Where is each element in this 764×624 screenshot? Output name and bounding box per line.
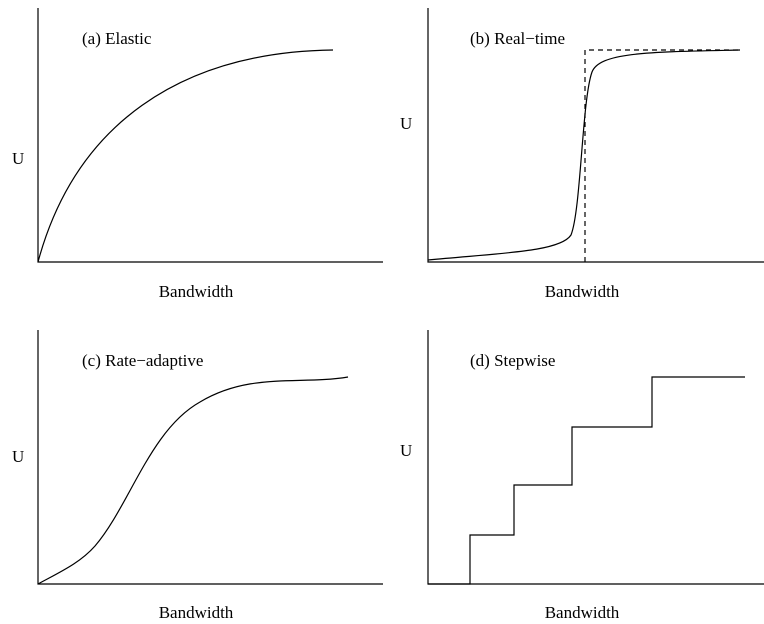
y-label: U <box>12 149 24 168</box>
panel-c: (c) Rate−adaptive U Bandwidth <box>12 330 383 622</box>
axes <box>427 8 764 263</box>
curve <box>37 49 334 263</box>
panel-label: (b) Real−time <box>470 29 565 48</box>
panel-label: (d) Stepwise <box>470 351 555 370</box>
panel-label: (c) Rate−adaptive <box>82 351 203 370</box>
x-label: Bandwidth <box>545 603 620 622</box>
curve <box>37 376 349 585</box>
panel-d: (d) Stepwise U Bandwidth <box>400 330 764 622</box>
panel-b: (b) Real−time U Bandwidth <box>400 8 764 301</box>
panel-label: (a) Elastic <box>82 29 152 48</box>
curve <box>428 376 745 585</box>
y-label: U <box>12 447 24 466</box>
panel-a: (a) Elastic U Bandwidth <box>12 8 383 301</box>
x-label: Bandwidth <box>159 603 234 622</box>
curve <box>427 49 741 261</box>
x-label: Bandwidth <box>159 282 234 301</box>
x-label: Bandwidth <box>545 282 620 301</box>
step-reference <box>584 49 740 262</box>
y-label: U <box>400 441 412 460</box>
y-label: U <box>400 114 412 133</box>
